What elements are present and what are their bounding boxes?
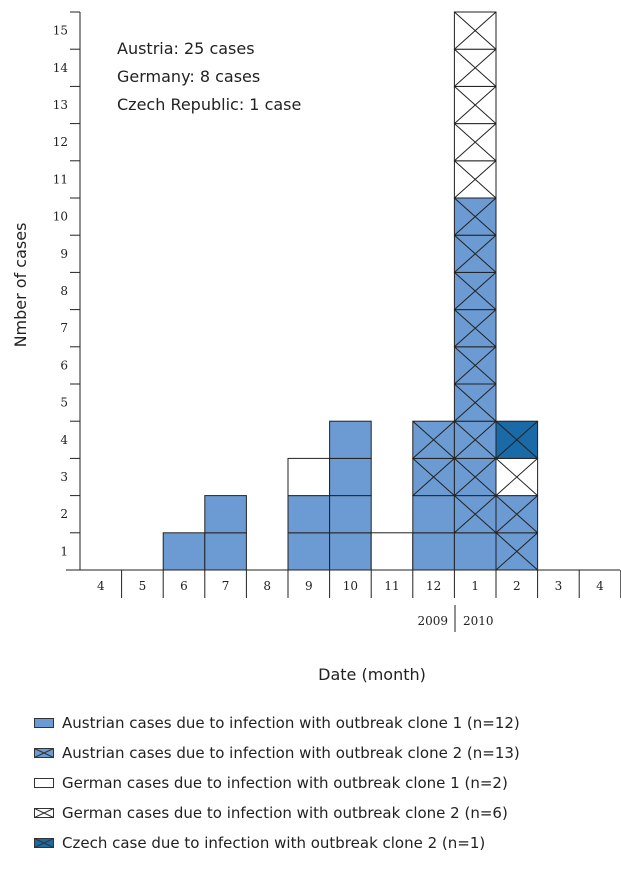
y-tick-label: 12 xyxy=(53,135,68,149)
legend-item-czech-clone2: Czech case due to infection with outbrea… xyxy=(34,828,520,858)
x-tick-label: 3 xyxy=(555,579,563,593)
legend: Austrian cases due to infection with out… xyxy=(34,708,520,858)
y-tick-label: 15 xyxy=(53,24,68,38)
x-tick-label: 7 xyxy=(222,579,230,593)
bar-cell-de2 xyxy=(453,11,497,50)
x-ticks: 4 5 6 7 8 9 10 11 12 1 2 3 4 xyxy=(97,570,621,598)
y-tick-label: 6 xyxy=(60,358,68,372)
legend-swatch-austrian-clone2 xyxy=(34,748,54,758)
x-tick-label: 4 xyxy=(97,579,105,593)
y-tick-label: 2 xyxy=(60,507,68,521)
bar-cell-de2 xyxy=(495,457,539,497)
year-label-2009: 2009 xyxy=(417,614,448,628)
annotation-austria: Austria: 25 cases xyxy=(117,39,255,58)
bar-cell-at1 xyxy=(287,495,331,534)
bar-cell-at1 xyxy=(412,532,455,571)
legend-swatch-austrian-clone1 xyxy=(34,718,54,728)
x-tick-label: 5 xyxy=(139,579,147,593)
bar-cell-de1 xyxy=(287,457,331,497)
legend-swatch-czech-clone2 xyxy=(34,838,54,848)
y-tick-label: 13 xyxy=(53,98,68,112)
bar-cell-at1 xyxy=(329,495,372,534)
bar-cell-at1 xyxy=(204,495,247,534)
y-tick-label: 4 xyxy=(60,433,68,447)
bar-cell-at1 xyxy=(453,532,497,571)
y-tick-label: 10 xyxy=(53,210,68,224)
y-tick-label: 14 xyxy=(53,61,69,75)
legend-label-german-clone1: German cases due to infection with outbr… xyxy=(62,774,508,792)
bar-cell-de2 xyxy=(453,85,497,125)
bar-cell-at2 xyxy=(453,309,497,348)
y-axis-label: Nmber of cases xyxy=(11,223,30,348)
y-tick-label: 3 xyxy=(60,470,68,484)
x-tick-label: 2 xyxy=(513,579,521,593)
x-axis-label: Date (month) xyxy=(318,665,426,684)
bar-cell-cz2 xyxy=(495,420,539,459)
x-tick-label: 12 xyxy=(426,579,441,593)
x-tick-label: 10 xyxy=(343,579,358,593)
x-tick-label: 4 xyxy=(596,579,604,593)
y-tick-label: 5 xyxy=(60,396,68,410)
bar-cell-at2 xyxy=(453,346,497,385)
bar-cell-at1 xyxy=(329,420,372,459)
bar-cell-at2 xyxy=(412,420,455,459)
bar-cell-at2 xyxy=(453,457,497,497)
legend-label-german-clone2: German cases due to infection with outbr… xyxy=(62,804,508,822)
bar-cell-at2 xyxy=(495,532,539,571)
year-label-2010: 2010 xyxy=(463,614,494,628)
legend-swatch-german-clone2 xyxy=(34,808,54,818)
x-tick-label: 6 xyxy=(180,579,188,593)
bar-cell-at2 xyxy=(453,234,497,273)
bar-cell-at2 xyxy=(453,383,497,422)
legend-item-austrian-clone2: Austrian cases due to infection with out… xyxy=(34,738,520,768)
legend-item-austrian-clone1: Austrian cases due to infection with out… xyxy=(34,708,520,738)
bar-cell-at1 xyxy=(329,532,372,571)
bar-cell-at2 xyxy=(412,457,455,497)
bar-cell-at2 xyxy=(453,420,497,459)
legend-item-german-clone1: German cases due to infection with outbr… xyxy=(34,768,520,798)
x-tick-label: 8 xyxy=(263,579,271,593)
bar-cell-at2 xyxy=(453,495,497,534)
bar-cell-at1 xyxy=(329,457,372,497)
legend-swatch-german-clone1 xyxy=(34,778,54,788)
legend-label-austrian-clone2: Austrian cases due to infection with out… xyxy=(62,744,520,762)
bar-cell-de2 xyxy=(453,160,497,199)
bar-cell-de2 xyxy=(453,123,497,162)
bar-cell-at1 xyxy=(204,532,247,571)
legend-label-czech-clone2: Czech case due to infection with outbrea… xyxy=(62,834,486,852)
y-tick-label: 1 xyxy=(60,544,68,558)
legend-label-austrian-clone1: Austrian cases due to infection with out… xyxy=(62,714,520,732)
bar-cell-at2 xyxy=(495,495,539,534)
bar-cell-at2 xyxy=(453,197,497,236)
y-tick-label: 7 xyxy=(60,321,68,335)
bar-cell-de1 xyxy=(370,532,414,571)
bar-cell-at1 xyxy=(287,532,331,571)
annotation-germany: Germany: 8 cases xyxy=(117,67,260,86)
bar-cell-de2 xyxy=(453,48,497,87)
y-tick-label: 8 xyxy=(60,284,68,298)
annotation-czech: Czech Republic: 1 case xyxy=(117,95,301,114)
x-tick-label: 11 xyxy=(384,579,399,593)
bar-cell-at1 xyxy=(412,495,455,534)
legend-item-german-clone2: German cases due to infection with outbr… xyxy=(34,798,520,828)
y-tick-label: 11 xyxy=(53,172,68,186)
x-tick-label: 1 xyxy=(471,579,479,593)
x-tick-label: 9 xyxy=(305,579,313,593)
y-tick-label: 9 xyxy=(60,247,68,261)
bars-layer xyxy=(162,11,539,571)
bar-cell-at2 xyxy=(453,271,497,311)
bar-cell-at1 xyxy=(162,532,206,571)
